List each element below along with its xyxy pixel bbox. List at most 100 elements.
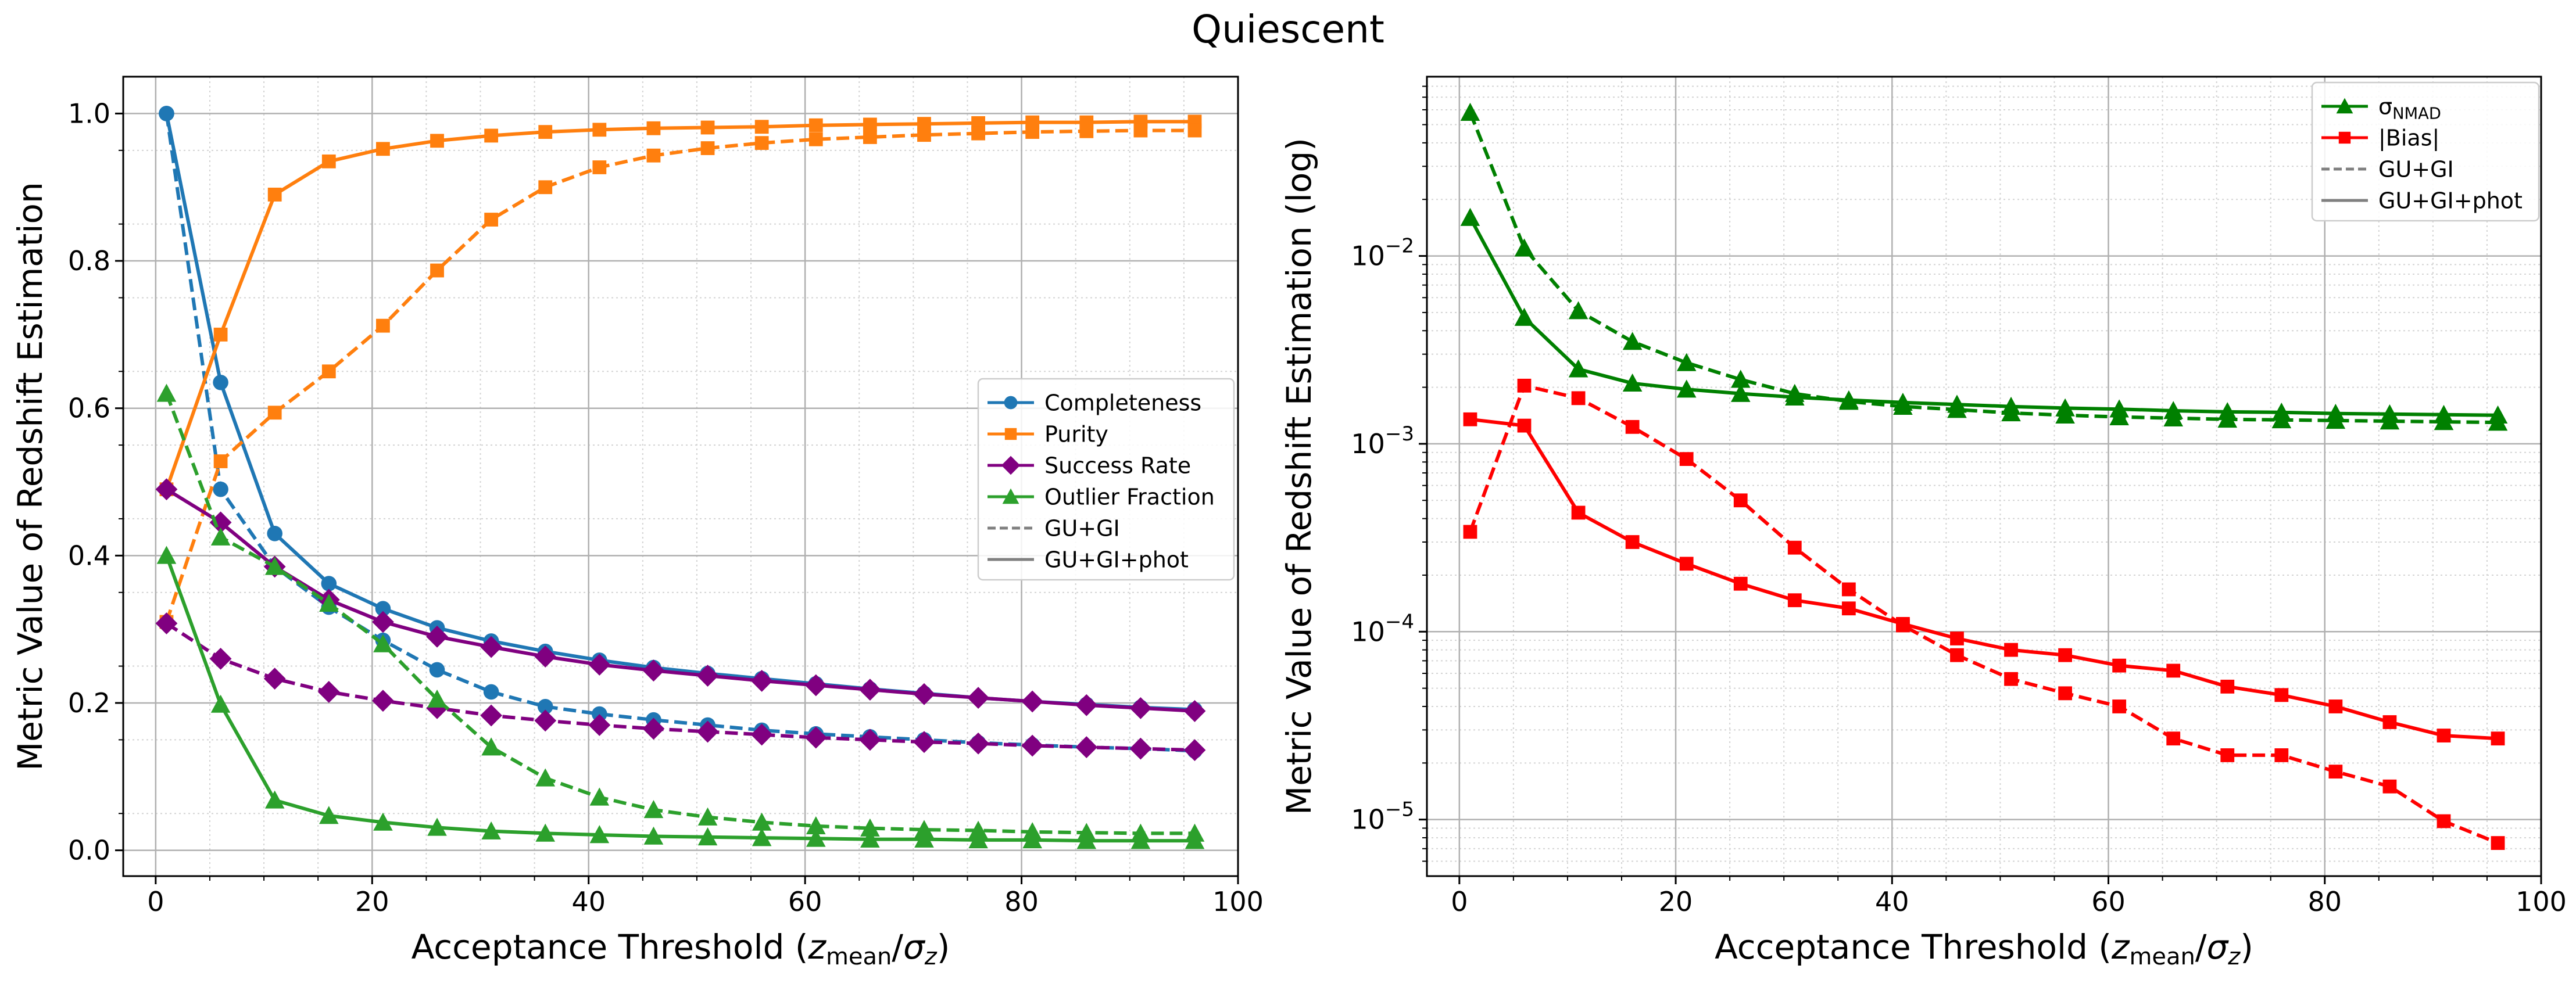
data-point [646, 148, 661, 163]
data-point [155, 612, 178, 634]
data-point [1625, 535, 1640, 549]
data-point [427, 817, 447, 836]
x-tick-label: 20 [1659, 886, 1693, 917]
data-point [860, 829, 880, 848]
data-point [592, 123, 607, 137]
data-point [697, 827, 718, 846]
legend-item: Completeness [988, 390, 1201, 416]
data-point [534, 645, 557, 668]
data-point [1187, 123, 1202, 138]
data-point [537, 699, 553, 715]
data-point [2491, 836, 2505, 850]
x-tick-label: 60 [788, 886, 822, 917]
data-point [863, 117, 877, 132]
series-line [1468, 217, 2498, 417]
data-point [860, 818, 880, 837]
data-point [155, 478, 178, 501]
data-point [1730, 383, 1751, 402]
data-point [696, 665, 719, 687]
data-point [263, 668, 286, 690]
data-point [1950, 648, 1964, 662]
data-point [372, 690, 394, 712]
y-tick-label: 10−3 [1351, 422, 1414, 460]
data-point [1130, 823, 1151, 842]
data-point [213, 375, 228, 390]
data-point [2112, 658, 2127, 673]
legend-marker [2336, 98, 2353, 114]
legend-box [2311, 81, 2540, 222]
data-point [1730, 369, 1751, 388]
data-point [535, 768, 556, 787]
data-point [480, 704, 503, 727]
legend-marker [2338, 131, 2351, 144]
data-point [913, 683, 935, 705]
data-point [375, 601, 391, 616]
data-point [2437, 814, 2451, 828]
data-point [2058, 686, 2072, 701]
y-axis-label: Metric Value of Redshift Estimation (log… [1279, 138, 1319, 815]
data-point [2112, 699, 2127, 713]
x-tick-label: 40 [1875, 886, 1909, 917]
data-point [213, 454, 228, 468]
data-point [1625, 419, 1640, 434]
data-point [1185, 823, 1205, 842]
data-point [588, 654, 611, 676]
axes-frame [122, 76, 1239, 877]
series-line [164, 113, 1195, 753]
data-point [646, 121, 661, 135]
data-point [752, 828, 772, 846]
data-point [2166, 731, 2181, 746]
data-point [156, 383, 177, 402]
data-point [2001, 403, 2021, 422]
legend-item: Success Rate [988, 453, 1191, 479]
data-point [321, 364, 336, 379]
series-purity-gu-gi [159, 123, 1202, 629]
legend-item: Purity [988, 422, 1108, 447]
data-point [700, 120, 715, 135]
series-line [1470, 417, 2498, 741]
data-point [1784, 383, 1805, 402]
legend-item: σNMAD [2321, 94, 2441, 123]
legend-label: GU+GI+phot [2378, 188, 2523, 214]
data-point [1076, 823, 1097, 841]
data-point [210, 694, 231, 713]
data-point [1733, 576, 1748, 591]
legend: σNMAD|Bias| GU+GI GU+GI+phot [2311, 81, 2540, 222]
x-tick-label: 0 [147, 886, 164, 917]
data-point [267, 188, 282, 202]
data-point [696, 720, 719, 743]
data-point [1676, 379, 1697, 398]
data-point [159, 106, 174, 121]
data-point [754, 136, 769, 150]
series--nmad-gu-gi-phot [1460, 207, 2508, 424]
x-tick-label: 100 [1212, 886, 1264, 917]
data-point [1679, 452, 1694, 466]
data-point [1022, 822, 1042, 841]
data-point [917, 128, 931, 142]
data-point [2109, 407, 2129, 425]
data-point [484, 128, 499, 143]
data-point [1133, 123, 1148, 138]
legend-item: GU+GI [988, 516, 1120, 541]
series-line [1468, 112, 2498, 425]
series--nmad-gu-gi [1460, 102, 2508, 431]
figure-title: Quiescent [1192, 7, 1384, 52]
data-point [1787, 540, 1802, 555]
data-point [1733, 493, 1748, 508]
data-point [481, 737, 501, 756]
data-point [1947, 400, 1967, 418]
data-point [1460, 207, 1480, 226]
data-point [1183, 739, 1206, 762]
data-point [750, 670, 773, 692]
data-point [535, 823, 556, 842]
data-point [2163, 408, 2184, 427]
data-point [1950, 632, 1964, 645]
legend-marker [1004, 428, 1017, 440]
data-point [971, 126, 985, 141]
data-point [2488, 412, 2508, 431]
data-point [480, 636, 503, 658]
data-point [1893, 396, 1913, 415]
data-point [376, 142, 390, 156]
data-point [806, 816, 826, 835]
data-point [2491, 731, 2505, 746]
